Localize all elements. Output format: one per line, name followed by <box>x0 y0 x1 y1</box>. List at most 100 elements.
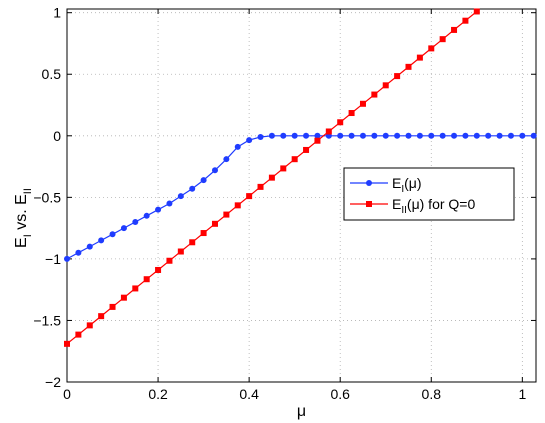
legend-label-series-2: EII(μ) for Q=0 <box>392 196 475 216</box>
series-1-point <box>530 132 537 139</box>
series-1-point <box>75 249 82 256</box>
series-1-point <box>132 218 139 225</box>
series-1-point <box>314 132 321 139</box>
axis-ticks: 0 0.2 0.4 0.6 0.8 1 −2 −1.5 −1 −0.5 0 0.5 1 <box>33 5 536 402</box>
series-2-point <box>280 165 287 172</box>
series-1-point <box>359 132 366 139</box>
series-1-point <box>485 132 492 139</box>
series-2-point <box>325 128 332 135</box>
series-1-point <box>189 185 196 192</box>
series-1-point <box>143 212 150 219</box>
series-2-point <box>439 36 446 43</box>
series-1-point <box>109 231 116 238</box>
series-1-point <box>416 132 423 139</box>
series-2-point <box>64 340 70 347</box>
legend: EI(μ) EII(μ) for Q=0 <box>343 167 515 221</box>
series-2-point <box>143 276 150 283</box>
series-2 <box>64 8 480 347</box>
series-1-point <box>246 137 253 144</box>
y-label-vs: vs. <box>13 205 30 234</box>
x-tick-label: 1 <box>518 386 526 402</box>
series-1-point <box>291 132 298 139</box>
x-tick-label: 0 <box>63 386 71 402</box>
x-tick-label: 0.8 <box>422 386 442 402</box>
series-2-point <box>348 110 355 117</box>
legend-marker-series-1 <box>366 180 372 186</box>
series-1-point <box>473 132 480 139</box>
series-2-point <box>200 230 207 237</box>
series-2-point <box>223 211 230 218</box>
y-tick-label: −1.5 <box>33 312 61 328</box>
series-2-point <box>86 322 93 329</box>
series-2-point <box>416 54 423 61</box>
series-2-point <box>120 294 127 301</box>
series-2-point <box>166 257 173 264</box>
series-1-point <box>120 225 127 232</box>
series-2-point <box>75 331 82 338</box>
svg-text:EI vs. EII: EI vs. EII <box>13 188 34 248</box>
series-1-point <box>439 132 446 139</box>
series-2-point <box>314 137 321 144</box>
series-1-point <box>405 132 412 139</box>
series-1-point <box>382 132 389 139</box>
series-1-point <box>86 243 93 250</box>
series-1-point <box>507 132 514 139</box>
series-1-point <box>64 255 70 262</box>
y-label-e: E <box>13 237 30 248</box>
series-1-point <box>155 206 162 213</box>
series-1-point <box>211 167 218 174</box>
series-1-point <box>223 156 230 163</box>
series-1-point <box>166 200 173 207</box>
x-tick-label: 0.2 <box>148 386 168 402</box>
series-1-point <box>394 132 401 139</box>
series-1-point <box>280 132 287 139</box>
plot-frame <box>66 8 537 383</box>
series-1-point <box>177 193 184 200</box>
series-1-point <box>200 177 207 184</box>
series-2-point <box>451 26 458 33</box>
series-2-point <box>371 91 378 98</box>
series-1-point <box>428 132 435 139</box>
series-2-point <box>303 146 310 153</box>
series-2-point <box>257 183 264 190</box>
legend-marker-series-2 <box>366 201 372 207</box>
series-1-point <box>462 132 469 139</box>
y-tick-label: 0 <box>53 128 61 144</box>
series-1-point <box>234 143 241 150</box>
series-1-point <box>337 132 344 139</box>
series-2-point <box>359 100 366 107</box>
series-2-point <box>246 193 253 200</box>
series-1-point <box>98 237 105 244</box>
series-1-point <box>348 132 355 139</box>
series-1-point <box>496 132 503 139</box>
series-2-point <box>291 156 298 163</box>
series-layer <box>64 8 537 347</box>
series-2-point <box>473 8 480 15</box>
series-2-point <box>189 239 196 246</box>
series-2-point <box>268 174 275 181</box>
series-2-point <box>337 119 344 126</box>
y-label-sub1: I <box>22 234 34 237</box>
series-2-point <box>234 202 241 209</box>
series-1-point <box>371 132 378 139</box>
series-2-point <box>98 313 105 320</box>
x-tick-label: 0.6 <box>330 386 350 402</box>
y-tick-label: −2 <box>45 374 61 390</box>
y-label-e2: E <box>13 194 30 205</box>
series-1-point <box>303 132 310 139</box>
series-2-point <box>382 82 389 89</box>
series-1-point <box>519 132 526 139</box>
series-1-point <box>257 134 264 141</box>
x-axis-label: μ <box>297 403 306 420</box>
legend-label-series-1: EI(μ) <box>392 175 422 195</box>
series-2-point <box>109 303 116 310</box>
y-label-sub2: II <box>22 188 34 194</box>
series-1-point <box>268 132 275 139</box>
series-2-point <box>132 285 139 292</box>
y-tick-label: −1 <box>45 251 61 267</box>
legend-box <box>343 167 515 221</box>
series-2-point <box>155 266 162 273</box>
series-2-point <box>177 248 184 255</box>
series-2-point <box>211 220 218 227</box>
